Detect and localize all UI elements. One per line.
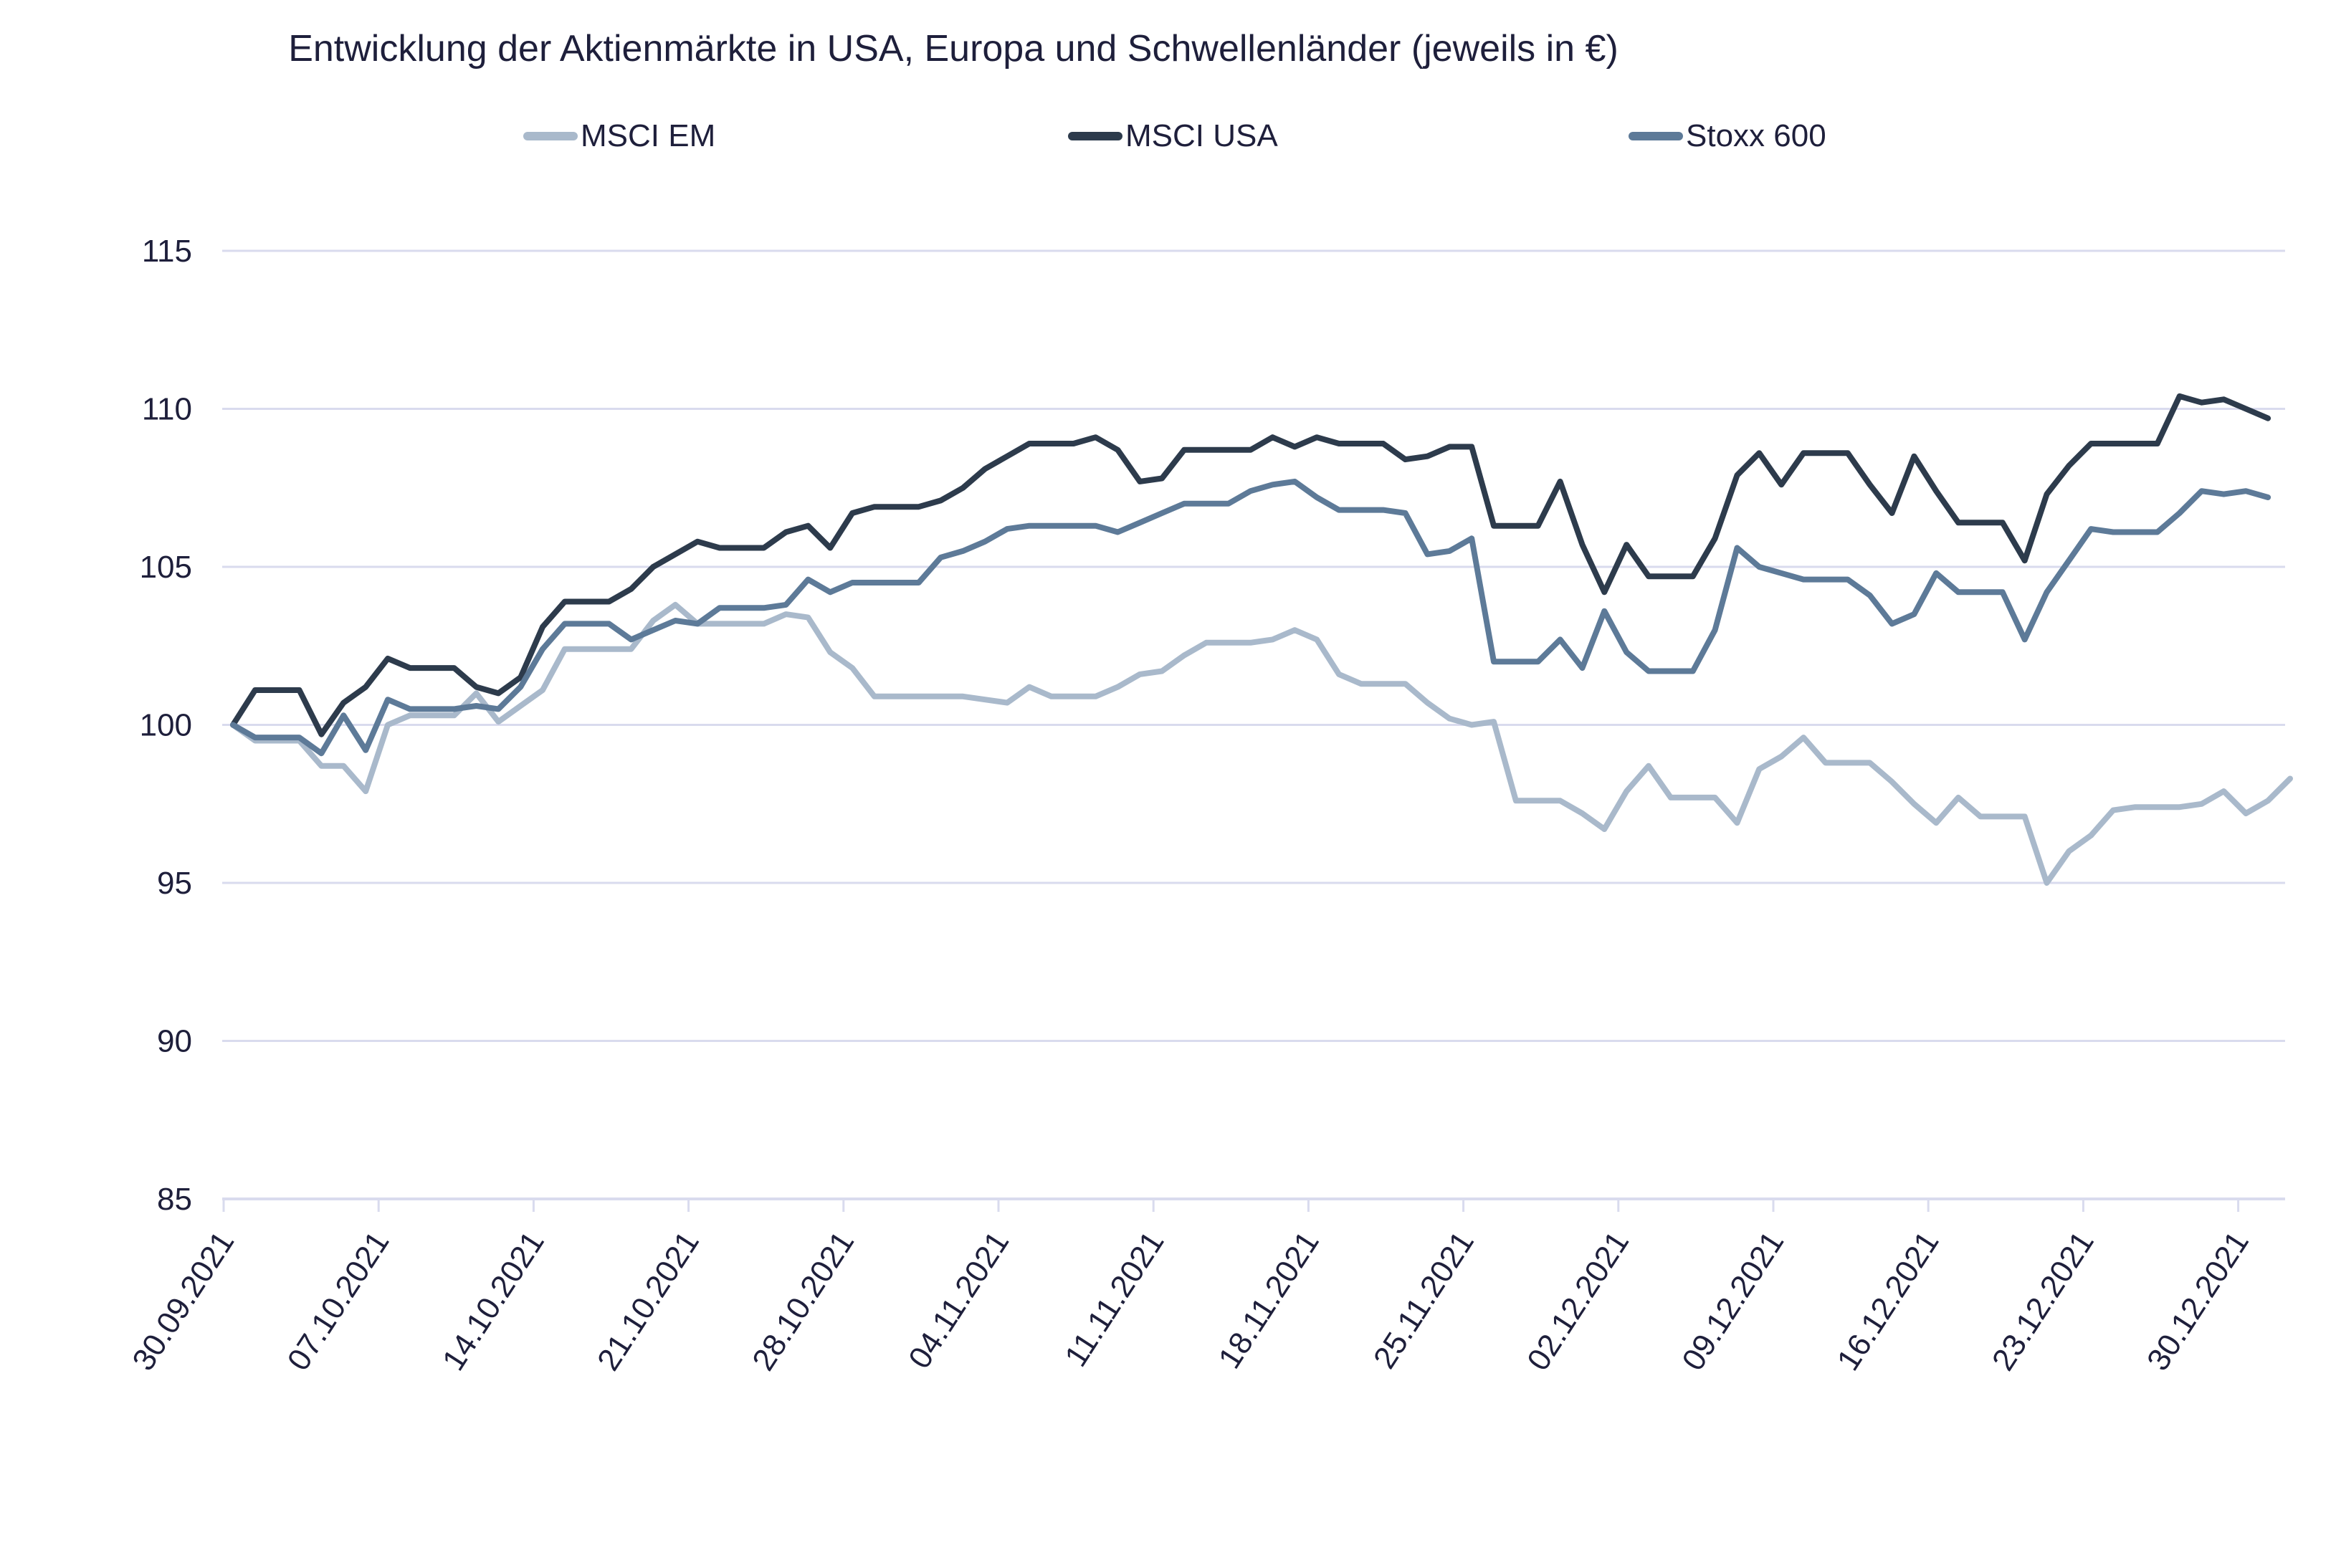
x-tick-label: 23.12.2021 — [1985, 1225, 2101, 1377]
legend-label: MSCI EM — [581, 118, 716, 153]
gridlines — [222, 249, 2285, 1200]
x-tick-label: 14.10.2021 — [436, 1225, 551, 1377]
chart-title: Entwicklung der Aktienmärkte in USA, Eur… — [288, 28, 1618, 70]
chart-legend: MSCI EM MSCI USA Stoxx 600 — [0, 118, 2336, 161]
y-tick-label: 85 — [157, 1182, 192, 1217]
legend-swatch-icon — [1629, 132, 1683, 140]
y-axis: 85 90 95 100 105 110 115 — [140, 234, 192, 1217]
y-tick-label: 90 — [157, 1024, 192, 1059]
legend-swatch-icon — [523, 132, 578, 140]
x-tick-label: 25.11.2021 — [1367, 1225, 1481, 1375]
x-tick-label: 16.12.2021 — [1831, 1225, 1946, 1377]
y-tick-label: 115 — [142, 234, 192, 269]
x-tick-label: 09.12.2021 — [1675, 1225, 1791, 1377]
legend-item-msci-usa[interactable]: MSCI USA — [1068, 118, 1278, 154]
x-tick-label: 07.10.2021 — [281, 1225, 396, 1377]
series-line-msci-usa[interactable] — [230, 393, 2271, 737]
x-tick-label: 02.12.2021 — [1520, 1225, 1636, 1377]
legend-swatch-icon — [1068, 132, 1122, 140]
series-line-stoxx-600[interactable] — [230, 478, 2271, 757]
x-tick-label: 28.10.2021 — [745, 1225, 861, 1377]
legend-label: MSCI USA — [1125, 118, 1278, 153]
legend-item-stoxx-600[interactable]: Stoxx 600 — [1629, 118, 1826, 154]
series-line-msci-em[interactable] — [230, 601, 2293, 886]
x-tick-label: 21.10.2021 — [591, 1225, 706, 1377]
y-tick-label: 105 — [140, 550, 192, 585]
x-tick-label: 11.11.2021 — [1058, 1225, 1171, 1373]
y-tick-label: 95 — [157, 866, 192, 901]
x-tick-label: 30.12.2021 — [2140, 1225, 2256, 1377]
legend-item-msci-em[interactable]: MSCI EM — [523, 118, 715, 154]
x-tick-label: 04.11.2021 — [902, 1225, 1016, 1375]
x-tick-label: 30.09.2021 — [125, 1225, 241, 1377]
x-tick-label: 18.11.2021 — [1212, 1225, 1326, 1375]
y-tick-label: 100 — [140, 708, 192, 743]
series-lines — [230, 393, 2293, 886]
legend-label: Stoxx 600 — [1686, 118, 1826, 153]
x-axis: 30.09.2021 07.10.2021 14.10.2021 21.10.2021… — [125, 1199, 2256, 1377]
y-tick-label: 110 — [142, 392, 192, 427]
